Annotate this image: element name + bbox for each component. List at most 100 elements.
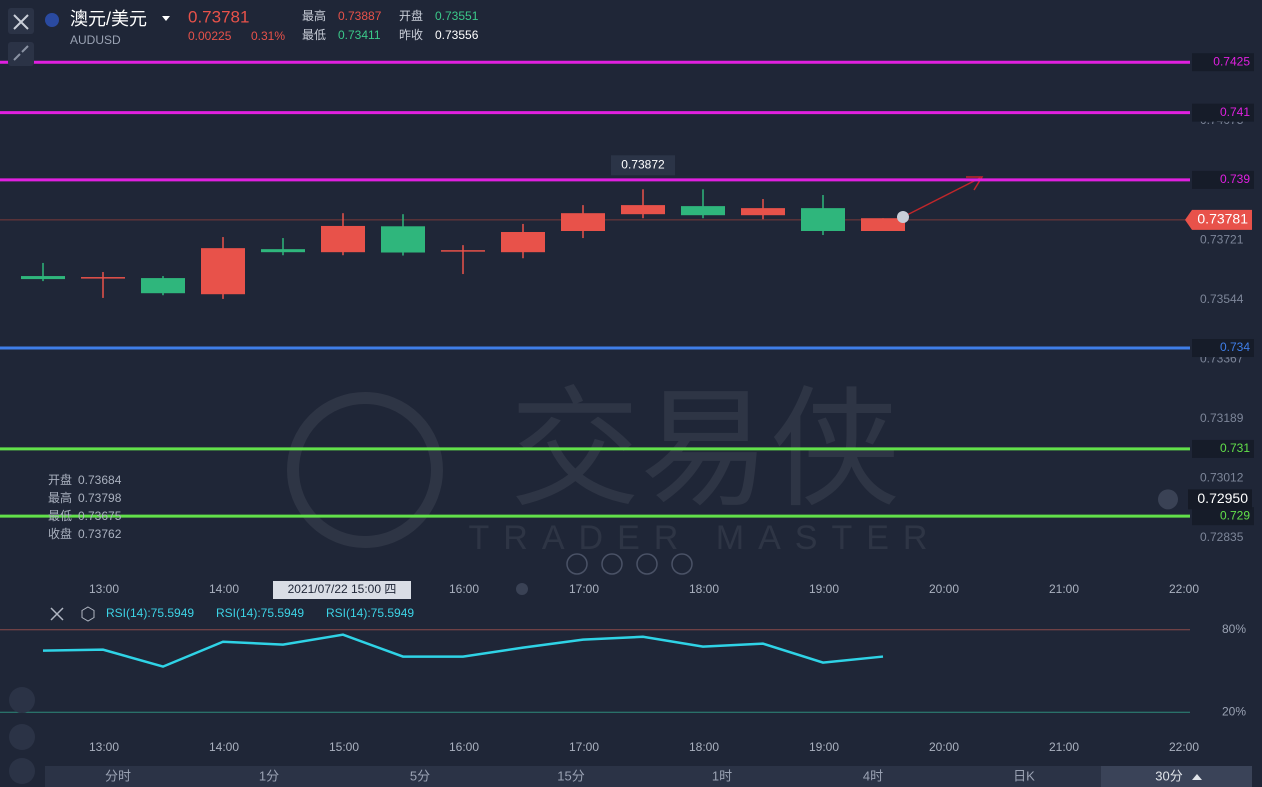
last-price-tag (1185, 209, 1252, 230)
stat-value: 0.73551 (435, 9, 479, 23)
stat-label: 昨收 (399, 28, 423, 42)
rsi-label: RSI(14):75.5949 (326, 606, 414, 620)
candle-body (201, 248, 245, 295)
rsi-settings[interactable] (81, 606, 95, 622)
tool-button[interactable] (9, 758, 35, 784)
tab[interactable]: 1时 (712, 768, 732, 783)
prev[interactable] (601, 553, 623, 575)
cursor-tag (1188, 489, 1252, 510)
tabs: 分时 1分 5分 15分 1时 4时 日K 30分 (105, 768, 1202, 783)
rsi-tick-label: 20% (1222, 704, 1246, 718)
rsi-label: RSI(14):75.5949 (216, 606, 304, 620)
x-tick-label: 21:00 (1049, 582, 1079, 596)
tab[interactable]: 分时 (105, 768, 131, 783)
dropdown-icon[interactable] (162, 16, 170, 21)
close-icon (13, 14, 29, 30)
candle-body (321, 225, 365, 253)
dot (516, 583, 528, 595)
rsi-close[interactable] (50, 607, 64, 621)
pair-title[interactable]: 澳元/美元 (70, 9, 147, 29)
rsi-line (42, 633, 884, 668)
stat-value: 0.73556 (435, 28, 479, 42)
x-tick-label: 19:00 (809, 582, 839, 596)
high-tooltip-bg (611, 155, 675, 176)
candle-body (81, 277, 125, 279)
tool-button[interactable] (9, 687, 35, 713)
time-tooltip: 2021/07/22 15:00 四 (288, 582, 397, 596)
tab[interactable]: 15分 (557, 768, 584, 783)
candle-body (621, 205, 665, 215)
alert-button[interactable] (1158, 489, 1178, 510)
legend-value: 0.73762 (78, 527, 122, 541)
change-pct: 0.31% (251, 29, 285, 43)
level-label: 0.731 (1220, 441, 1250, 455)
candle-body (561, 213, 605, 231)
price: 0.73781 (188, 7, 249, 26)
tab-selected (1101, 766, 1252, 787)
collapse-button[interactable] (8, 42, 34, 66)
x-tick-label: 21:00 (1049, 740, 1079, 754)
tab[interactable]: 30分 (1155, 768, 1182, 783)
y-tick-label: 0.73544 (1200, 292, 1244, 306)
flag-icon (45, 13, 59, 27)
next[interactable] (636, 553, 658, 575)
watermark-subtitle: TRADER MASTER (469, 519, 942, 557)
y-tick-label: 0.72835 (1200, 530, 1244, 544)
high-tooltip: 0.73872 (621, 157, 665, 171)
tab[interactable]: 5分 (410, 768, 430, 783)
x-tick-label: 18:00 (689, 582, 719, 596)
stat-label: 最低 (302, 28, 326, 42)
nav-buttons (566, 553, 693, 575)
cursor-price: 0.72950 (1197, 490, 1248, 506)
x-tick-label: 16:00 (449, 582, 479, 596)
time-tooltip-bg (273, 581, 411, 599)
rsi-label: RSI(14):75.5949 (106, 606, 194, 620)
x-tick-label: 22:00 (1169, 740, 1199, 754)
legend-value: 0.73675 (78, 509, 122, 523)
legend-label: 最低 (48, 509, 72, 523)
level-label: 0.734 (1220, 340, 1250, 354)
rsi-tick-label: 80% (1222, 622, 1246, 636)
x-tick-label: 22:00 (1169, 582, 1199, 596)
x-tick-label: 17:00 (569, 740, 599, 754)
level-label: 0.741 (1220, 105, 1250, 119)
legend-label: 最高 (48, 490, 72, 505)
stat-label: 最高 (302, 8, 326, 23)
x-tick-label: 15:00 (329, 740, 359, 754)
stat-value: 0.73411 (338, 28, 381, 42)
legend-label: 开盘 (48, 472, 72, 487)
level-tag (1192, 439, 1254, 458)
zoom-out[interactable] (566, 553, 588, 575)
zoom-in[interactable] (671, 553, 693, 575)
collapse-icon (13, 45, 29, 61)
x-tick-label: 13:00 (89, 582, 119, 596)
tab[interactable]: 4时 (863, 768, 883, 783)
change: 0.00225 (188, 29, 232, 43)
x-tick-label: 18:00 (689, 740, 719, 754)
rsi-plot: 80% 20% (0, 622, 1246, 718)
x-tick-label: 13:00 (89, 740, 119, 754)
x-tick-label: 19:00 (809, 740, 839, 754)
level-tag (1192, 103, 1254, 122)
x-tick-label: 16:00 (449, 740, 479, 754)
candle-body (681, 206, 725, 216)
candle-body (261, 249, 305, 253)
x-tick-label: 20:00 (929, 582, 959, 596)
tool-button[interactable] (9, 724, 35, 750)
tab-bar (45, 766, 1252, 787)
y-tick-label: 0.73012 (1200, 471, 1244, 485)
watermark-logo (287, 392, 443, 548)
x-tick-label: 20:00 (929, 740, 959, 754)
trend-handle (897, 211, 909, 223)
level-tag (1192, 507, 1254, 526)
legend-value: 0.73798 (78, 491, 122, 505)
legend-value: 0.73684 (78, 473, 122, 487)
tab[interactable]: 1分 (259, 768, 279, 783)
candle-body (441, 250, 485, 252)
candle-body (801, 208, 845, 231)
tab[interactable]: 日K (1013, 768, 1035, 783)
candle-body (501, 232, 545, 253)
y-tick-label: 0.73189 (1200, 411, 1244, 425)
symbol: AUDUSD (70, 33, 121, 47)
